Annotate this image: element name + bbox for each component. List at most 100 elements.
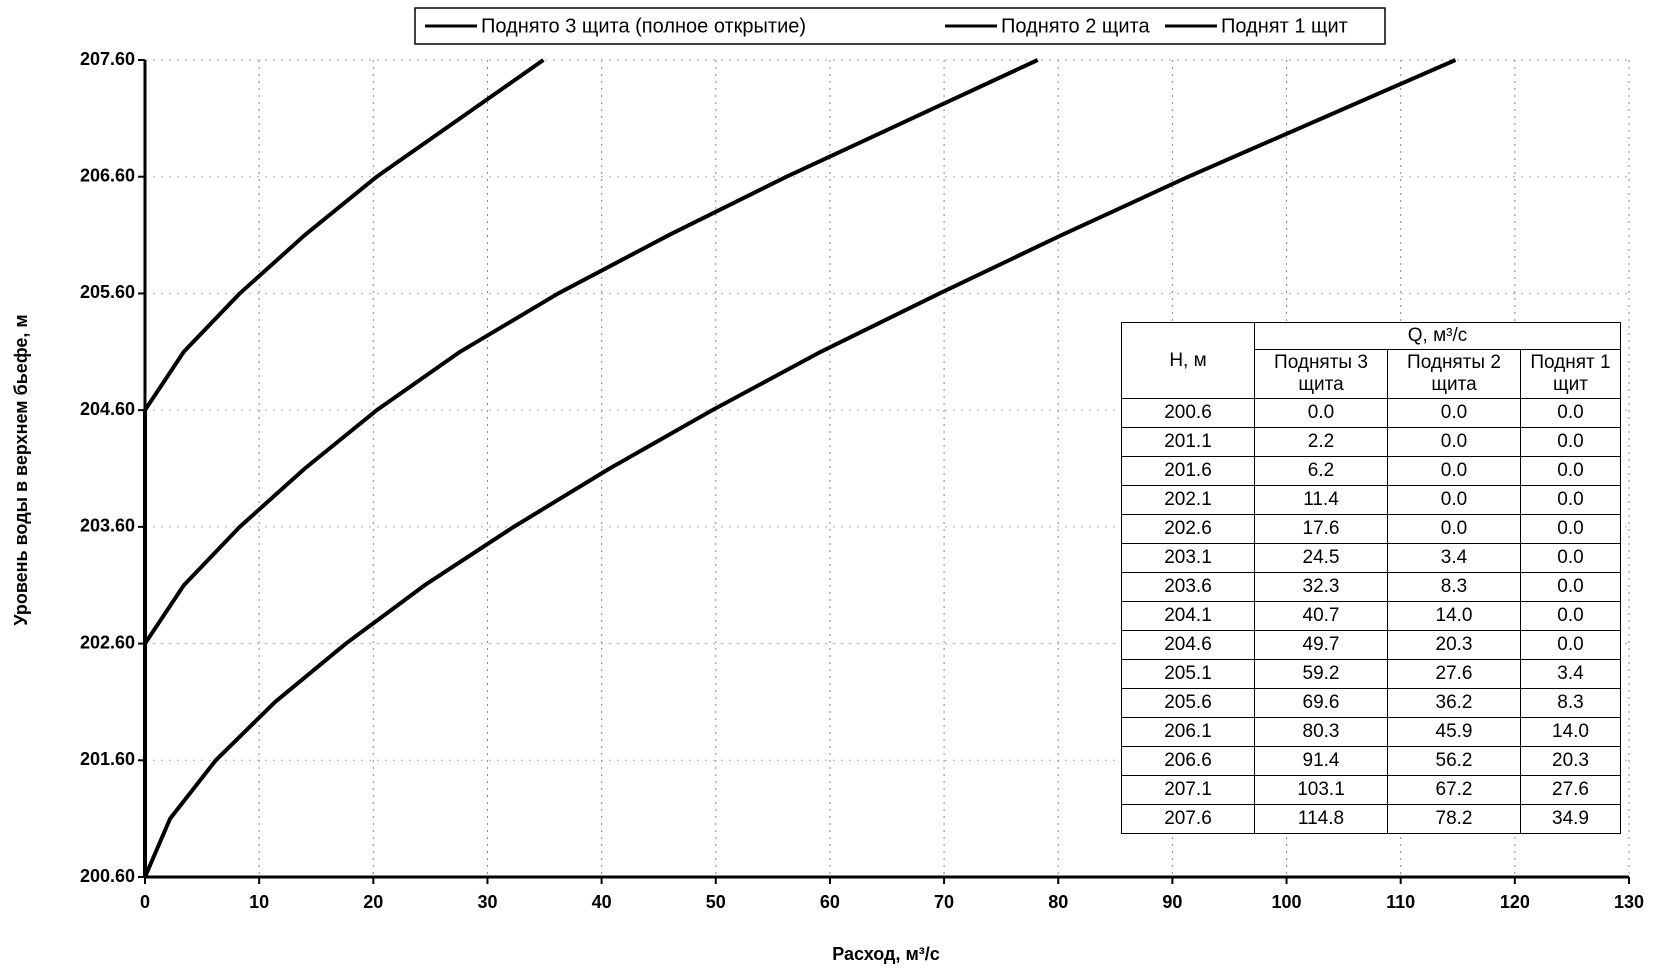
table-cell: 0.0 <box>1387 485 1521 515</box>
table-cell: 202.1 <box>1121 485 1255 515</box>
y-tick-label: 203.60 <box>80 516 135 536</box>
x-tick-label: 130 <box>1614 892 1644 912</box>
table-cell: 0.0 <box>1520 485 1621 515</box>
table-header: H, м <box>1121 322 1255 399</box>
y-tick-label: 202.60 <box>80 632 135 652</box>
table-cell: 201.1 <box>1121 427 1255 457</box>
table-cell: 0.0 <box>1520 456 1621 486</box>
x-tick-label: 100 <box>1272 892 1302 912</box>
table-cell: 207.6 <box>1121 804 1255 834</box>
table-cell: 11.4 <box>1254 485 1388 515</box>
data-table: H, м Q, м³/с Подняты 3 щита Подняты 2 щи… <box>1121 322 1621 834</box>
table-cell: 45.9 <box>1387 717 1521 747</box>
table-cell: 14.0 <box>1520 717 1621 747</box>
table-cell: 114.8 <box>1254 804 1388 834</box>
legend: Поднято 3 щита (полное открытие) Поднято … <box>414 7 1386 45</box>
table-cell: 8.3 <box>1520 688 1621 718</box>
table-cell: 0.0 <box>1387 456 1521 486</box>
table-cell: 17.6 <box>1254 514 1388 544</box>
x-tick-label: 50 <box>706 892 726 912</box>
table-row: 205.1 59.2 27.6 3.4 <box>1121 659 1621 689</box>
table-cell: 202.6 <box>1121 514 1255 544</box>
table-cell: 103.1 <box>1254 775 1388 805</box>
x-tick-label: 10 <box>249 892 269 912</box>
table-header: Подняты 3 щита <box>1254 349 1388 399</box>
table-cell: 78.2 <box>1387 804 1521 834</box>
legend-label: Поднято 3 щита (полное открытие) <box>481 15 806 37</box>
y-tick-label: 206.60 <box>80 165 135 185</box>
table-cell: 40.7 <box>1254 601 1388 631</box>
table-row: 206.1 80.3 45.9 14.0 <box>1121 717 1621 747</box>
table-cell: 80.3 <box>1254 717 1388 747</box>
table-cell: 3.4 <box>1387 543 1521 573</box>
table-cell: 203.1 <box>1121 543 1255 573</box>
table-cell: 36.2 <box>1387 688 1521 718</box>
table-cell: 206.1 <box>1121 717 1255 747</box>
table-header: Подняты 2 щита <box>1387 349 1521 399</box>
table-header: Поднят 1 щит <box>1520 349 1621 399</box>
table-row: 202.1 11.4 0.0 0.0 <box>1121 485 1621 515</box>
table-row: 202.6 17.6 0.0 0.0 <box>1121 514 1621 544</box>
table-cell: 205.1 <box>1121 659 1255 689</box>
x-tick-label: 90 <box>1162 892 1182 912</box>
table-cell: 24.5 <box>1254 543 1388 573</box>
table-row: 203.6 32.3 8.3 0.0 <box>1121 572 1621 602</box>
legend-label: Поднят 1 щит <box>1221 15 1348 37</box>
table-row: 207.6 114.8 78.2 34.9 <box>1121 804 1621 834</box>
table-cell: 34.9 <box>1520 804 1621 834</box>
table-cell: 20.3 <box>1387 630 1521 660</box>
table-cell: 59.2 <box>1254 659 1388 689</box>
table-cell: 32.3 <box>1254 572 1388 602</box>
y-axis-label: Уровень воды в верхнем бьефе, м <box>11 314 31 625</box>
y-tick-label: 201.60 <box>80 749 135 769</box>
x-tick-label: 110 <box>1386 892 1415 912</box>
table-cell: 27.6 <box>1387 659 1521 689</box>
table-row: 207.1 103.1 67.2 27.6 <box>1121 775 1621 805</box>
table-row: 200.6 0.0 0.0 0.0 <box>1121 398 1621 428</box>
table-row: 203.1 24.5 3.4 0.0 <box>1121 543 1621 573</box>
table-cell: 56.2 <box>1387 746 1521 776</box>
x-tick-label: 20 <box>363 892 383 912</box>
table-cell: 69.6 <box>1254 688 1388 718</box>
series-line <box>143 58 545 877</box>
table-row: 204.6 49.7 20.3 0.0 <box>1121 630 1621 660</box>
table-cell: 206.6 <box>1121 746 1255 776</box>
legend-label: Поднято 2 щита <box>1001 15 1150 37</box>
table-cell: 204.1 <box>1121 601 1255 631</box>
table-cell: 0.0 <box>1520 398 1621 428</box>
table-cell: 0.0 <box>1520 543 1621 573</box>
table-row: 201.1 2.2 0.0 0.0 <box>1121 427 1621 457</box>
table-header: Q, м³/с <box>1254 322 1621 350</box>
table-row: 206.6 91.4 56.2 20.3 <box>1121 746 1621 776</box>
table-cell: 0.0 <box>1387 514 1521 544</box>
table-cell: 0.0 <box>1520 572 1621 602</box>
table-cell: 6.2 <box>1254 456 1388 486</box>
table-row: 204.1 40.7 14.0 0.0 <box>1121 601 1621 631</box>
y-tick-label: 207.60 <box>80 49 135 69</box>
y-tick-label: 205.60 <box>80 282 135 302</box>
x-tick-label: 40 <box>592 892 612 912</box>
table-cell: 201.6 <box>1121 456 1255 486</box>
table-cell: 0.0 <box>1520 601 1621 631</box>
x-tick-label: 60 <box>820 892 840 912</box>
table-row: 201.6 6.2 0.0 0.0 <box>1121 456 1621 486</box>
x-tick-label: 30 <box>477 892 497 912</box>
table-cell: 49.7 <box>1254 630 1388 660</box>
table-cell: 200.6 <box>1121 398 1255 428</box>
table-cell: 204.6 <box>1121 630 1255 660</box>
table-cell: 2.2 <box>1254 427 1388 457</box>
x-tick-label: 70 <box>934 892 954 912</box>
table-cell: 0.0 <box>1387 398 1521 428</box>
x-tick-label: 0 <box>140 892 150 912</box>
table-cell: 203.6 <box>1121 572 1255 602</box>
x-axis-label: Расход, м³/с <box>832 944 940 964</box>
table-cell: 67.2 <box>1387 775 1521 805</box>
legend-box <box>414 7 1386 45</box>
table-cell: 27.6 <box>1520 775 1621 805</box>
table-cell: 0.0 <box>1387 427 1521 457</box>
x-tick-label: 80 <box>1048 892 1068 912</box>
table-cell: 0.0 <box>1520 427 1621 457</box>
series-line <box>143 58 1039 877</box>
y-tick-label: 204.60 <box>80 399 135 419</box>
